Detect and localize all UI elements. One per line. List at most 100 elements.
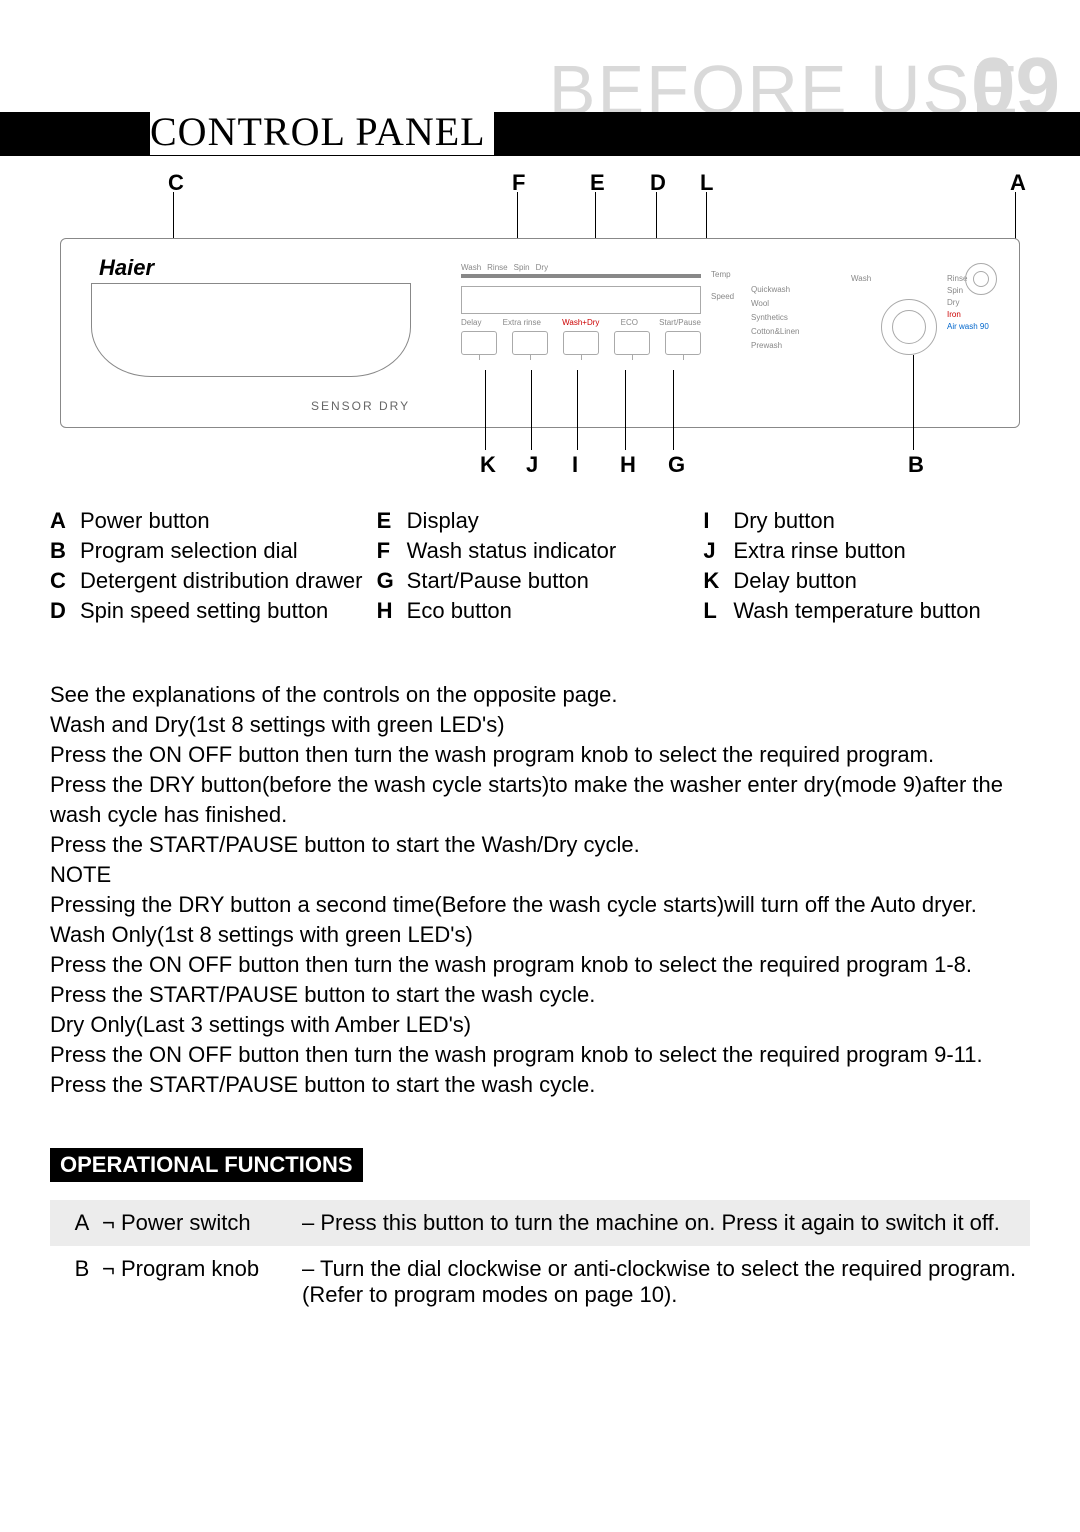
legend-i: Dry button: [733, 506, 835, 536]
leader-line: [531, 370, 532, 450]
callout-i: I: [572, 452, 578, 478]
callout-b: B: [908, 452, 924, 478]
legend-j: Extra rinse button: [733, 536, 905, 566]
leader-line: [673, 370, 674, 450]
body-line: Pressing the DRY button a second time(Be…: [50, 890, 1030, 920]
status-dry: Dry: [536, 263, 548, 272]
body-line: Press the DRY button(before the wash cyc…: [50, 770, 1030, 830]
legend-b: Program selection dial: [80, 536, 298, 566]
prog-cotton: Cotton&Linen: [751, 325, 799, 339]
legend-d: Spin speed setting button: [80, 596, 328, 626]
callout-k: K: [480, 452, 496, 478]
wash-dry-button: [563, 331, 599, 355]
dial-wash: Wash: [851, 273, 871, 285]
legend-key: C: [50, 566, 80, 596]
leader-line: [485, 370, 486, 450]
body-line: Wash and Dry(1st 8 settings with green L…: [50, 710, 1030, 740]
legend-c: Detergent distribution drawer: [80, 566, 362, 596]
body-text: See the explanations of the controls on …: [50, 680, 1030, 1100]
legend-h: Eco button: [407, 596, 512, 626]
legend-key: H: [377, 596, 407, 626]
body-line: Press the START/PAUSE button to start th…: [50, 1070, 1030, 1100]
legend-key: G: [377, 566, 407, 596]
status-wash: Wash: [461, 263, 481, 272]
body-line: See the explanations of the controls on …: [50, 680, 1030, 710]
section-title: CONTROL PANEL: [150, 108, 494, 155]
prog-quickwash: Quickwash: [751, 283, 799, 297]
status-spin: Spin: [514, 263, 530, 272]
function-button-labels: Delay Extra rinse Wash+Dry ECO Start/Pau…: [461, 318, 701, 327]
legend-key: F: [377, 536, 407, 566]
body-line: Press the START/PAUSE button to start th…: [50, 980, 1030, 1010]
callout-g: G: [668, 452, 685, 478]
body-line: Wash Only(1st 8 settings with green LED'…: [50, 920, 1030, 950]
table-row: B ¬ Program knob – Turn the dial clockwi…: [50, 1246, 1030, 1318]
legend-l: Wash temperature button: [733, 596, 980, 626]
label-eco: ECO: [621, 318, 638, 327]
row-name: ¬ Power switch: [102, 1210, 302, 1236]
operational-functions-heading: OPERATIONAL FUNCTIONS: [50, 1148, 363, 1182]
function-buttons: [461, 331, 701, 355]
legend-key: I: [703, 506, 733, 536]
control-panel-diagram: C F E D L A Haier SENSOR DRY Wash Rinse …: [60, 170, 1020, 490]
label-delay: Delay: [461, 318, 481, 327]
prog-wool: Wool: [751, 297, 799, 311]
table-row: A ¬ Power switch – Press this button to …: [50, 1200, 1030, 1246]
row-name: ¬ Program knob: [102, 1256, 302, 1308]
brand-logo: Haier: [99, 255, 154, 281]
row-desc: – Turn the dial clockwise or anti-clockw…: [302, 1256, 1018, 1308]
row-desc: – Press this button to turn the machine …: [302, 1210, 1018, 1236]
extra-rinse-button: [512, 331, 548, 355]
panel-outline: Haier SENSOR DRY Wash Rinse Spin Dry Del…: [60, 238, 1020, 428]
temp-speed-labels: Temp Speed: [711, 269, 734, 303]
body-line: Dry Only(Last 3 settings with Amber LED'…: [50, 1010, 1030, 1040]
callout-d: D: [650, 170, 666, 196]
legend-f: Wash status indicator: [407, 536, 617, 566]
callout-a: A: [1010, 170, 1026, 196]
status-indicator-bar: [461, 274, 701, 278]
label-speed: Speed: [711, 291, 734, 303]
program-dial: [881, 299, 937, 355]
callout-e: E: [590, 170, 605, 196]
legend-a: Power button: [80, 506, 210, 536]
eco-button: [614, 331, 650, 355]
label-wash-dry: Wash+Dry: [562, 318, 599, 327]
callout-h: H: [620, 452, 636, 478]
dial-labels-left: Wash: [851, 273, 871, 285]
legend-key: L: [703, 596, 733, 626]
legend-g: Start/Pause button: [407, 566, 589, 596]
start-pause-button: [665, 331, 701, 355]
callout-f: F: [512, 170, 525, 196]
lcd-display: [461, 286, 701, 314]
operational-functions-table: A ¬ Power switch – Press this button to …: [50, 1200, 1030, 1318]
label-temp: Temp: [711, 269, 734, 281]
legend-key: K: [703, 566, 733, 596]
prog-prewash: Prewash: [751, 339, 799, 353]
callout-c: C: [168, 170, 184, 196]
label-extra-rinse: Extra rinse: [503, 318, 541, 327]
program-list: Quickwash Wool Synthetics Cotton&Linen P…: [751, 283, 799, 353]
body-line: Press the ON OFF button then turn the wa…: [50, 740, 1030, 770]
display-block: Wash Rinse Spin Dry Delay Extra rinse Wa…: [461, 263, 701, 383]
legend-key: A: [50, 506, 80, 536]
sensor-dry-label: SENSOR DRY: [311, 399, 410, 413]
body-line: Press the ON OFF button then turn the wa…: [50, 950, 1030, 980]
status-indicator-labels: Wash Rinse Spin Dry: [461, 263, 701, 272]
label-start-pause: Start/Pause: [659, 318, 701, 327]
body-line: Press the START/PAUSE button to start th…: [50, 830, 1030, 860]
legend-key: J: [703, 536, 733, 566]
delay-button: [461, 331, 497, 355]
dial-dry: Dry: [947, 297, 989, 309]
legend-k: Delay button: [733, 566, 857, 596]
legend-key: E: [377, 506, 407, 536]
row-id: A: [62, 1210, 102, 1236]
legend: APower button BProgram selection dial CD…: [50, 506, 1030, 626]
power-button-icon: [965, 263, 997, 295]
leader-line: [913, 355, 914, 450]
body-line: Press the ON OFF button then turn the wa…: [50, 1040, 1030, 1070]
dial-airwash: Air wash 90: [947, 321, 989, 333]
row-id: B: [62, 1256, 102, 1308]
legend-key: D: [50, 596, 80, 626]
legend-e: Display: [407, 506, 479, 536]
detergent-drawer: [91, 283, 411, 377]
